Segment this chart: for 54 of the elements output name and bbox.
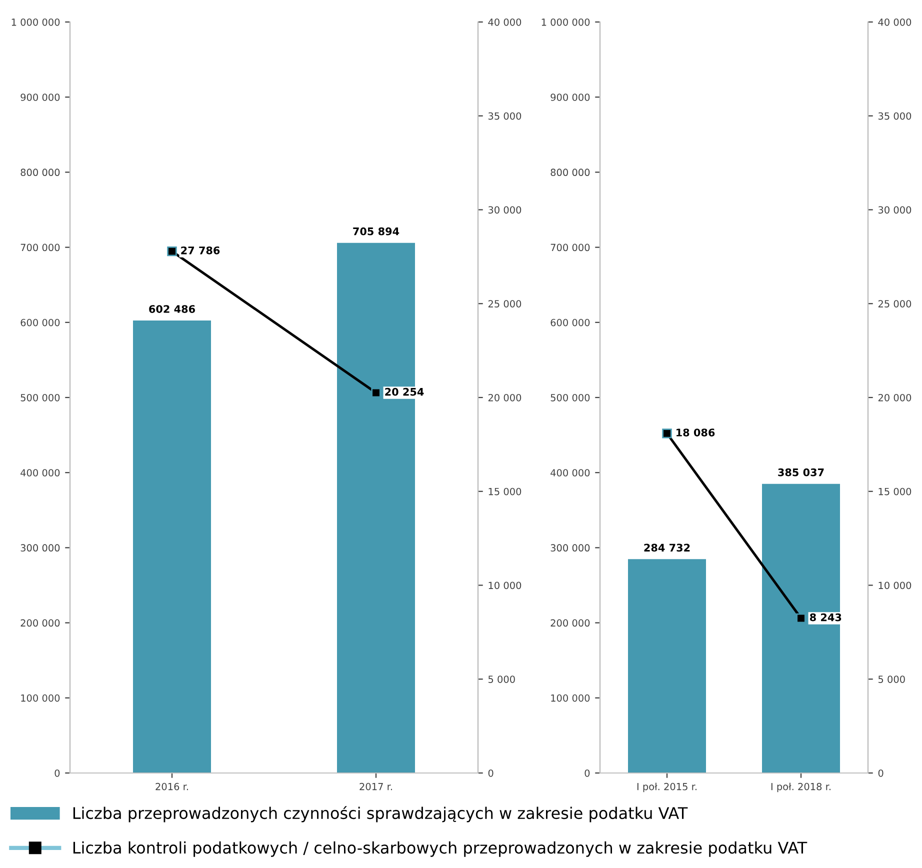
y-tick-label: 200 000 bbox=[20, 619, 60, 627]
y2-tick-label: 30 000 bbox=[488, 206, 522, 214]
y2-tick-label: 0 bbox=[488, 769, 494, 777]
legend-label: Liczba kontroli podatkowych / celno-skarbowych przeprowadzonych w zakresie podatku VAT bbox=[73, 841, 808, 857]
y2-tick-label: 5 000 bbox=[878, 676, 905, 683]
y-tick-label: 900 000 bbox=[550, 94, 590, 101]
y2-tick-label: 15 000 bbox=[878, 488, 912, 496]
y2-tick-label: 40 000 bbox=[488, 18, 522, 26]
data-label: 20 254 bbox=[385, 388, 424, 396]
y2-tick-label: 25 000 bbox=[878, 300, 912, 308]
y2-tick-label: 10 000 bbox=[878, 582, 912, 590]
y-tick-label: 0 bbox=[54, 769, 60, 777]
y-tick-label: 500 000 bbox=[550, 394, 590, 402]
y-tick-label: 600 000 bbox=[20, 318, 60, 326]
y-tick-label: 100 000 bbox=[21, 694, 60, 702]
y-tick-label: 100 000 bbox=[551, 694, 590, 702]
y-tick-label: 0 bbox=[584, 769, 590, 777]
y2-tick-label: 20 000 bbox=[878, 394, 912, 402]
data-label: 8 243 bbox=[810, 613, 842, 622]
y2-tick-label: 15 000 bbox=[488, 488, 522, 496]
y-tick-label: 700 000 bbox=[550, 244, 590, 252]
x-tick-label: I poł. 2015 r. bbox=[637, 782, 696, 792]
x-tick-label: 2017 r. bbox=[360, 782, 392, 790]
y2-tick-label: 30 000 bbox=[878, 206, 912, 214]
y-tick-label: 800 000 bbox=[550, 168, 590, 176]
data-label: 602 486 bbox=[149, 305, 195, 313]
y2-tick-label: 40 000 bbox=[878, 18, 912, 26]
y-tick-label: 400 000 bbox=[550, 469, 590, 476]
y-tick-label: 400 000 bbox=[20, 469, 60, 476]
data-label: 385 037 bbox=[778, 468, 824, 476]
y2-tick-label: 35 000 bbox=[878, 112, 912, 120]
y-tick-label: 200 000 bbox=[550, 619, 590, 627]
y-tick-label: 1 000 000 bbox=[542, 18, 590, 26]
y2-tick-label: 5 000 bbox=[488, 676, 515, 683]
y-tick-label: 900 000 bbox=[20, 94, 60, 101]
y-tick-label: 300 000 bbox=[550, 544, 590, 552]
y-tick-label: 300 000 bbox=[20, 544, 60, 552]
y2-tick-label: 35 000 bbox=[488, 112, 522, 120]
y-tick-label: 700 000 bbox=[20, 244, 60, 252]
y-tick-label: 800 000 bbox=[20, 168, 60, 176]
y-tick-label: 600 000 bbox=[550, 318, 590, 326]
y2-tick-label: 25 000 bbox=[488, 300, 522, 308]
y2-tick-label: 10 000 bbox=[488, 582, 522, 590]
data-label: 27 786 bbox=[181, 246, 220, 254]
y-tick-label: 1 000 000 bbox=[12, 18, 60, 26]
y2-tick-label: 20 000 bbox=[488, 394, 522, 402]
data-label: 705 894 bbox=[353, 227, 400, 236]
x-tick-label: 2016 r. bbox=[156, 782, 188, 790]
x-tick-label: I poł. 2018 r. bbox=[771, 782, 830, 792]
y2-tick-label: 0 bbox=[878, 769, 884, 777]
legend-label: Liczba przeprowadzonych czynności sprawdzających w zakresie podatku VAT bbox=[73, 806, 688, 822]
data-label: 18 086 bbox=[676, 428, 715, 436]
y-tick-label: 500 000 bbox=[20, 394, 60, 402]
data-label: 284 732 bbox=[644, 544, 690, 552]
